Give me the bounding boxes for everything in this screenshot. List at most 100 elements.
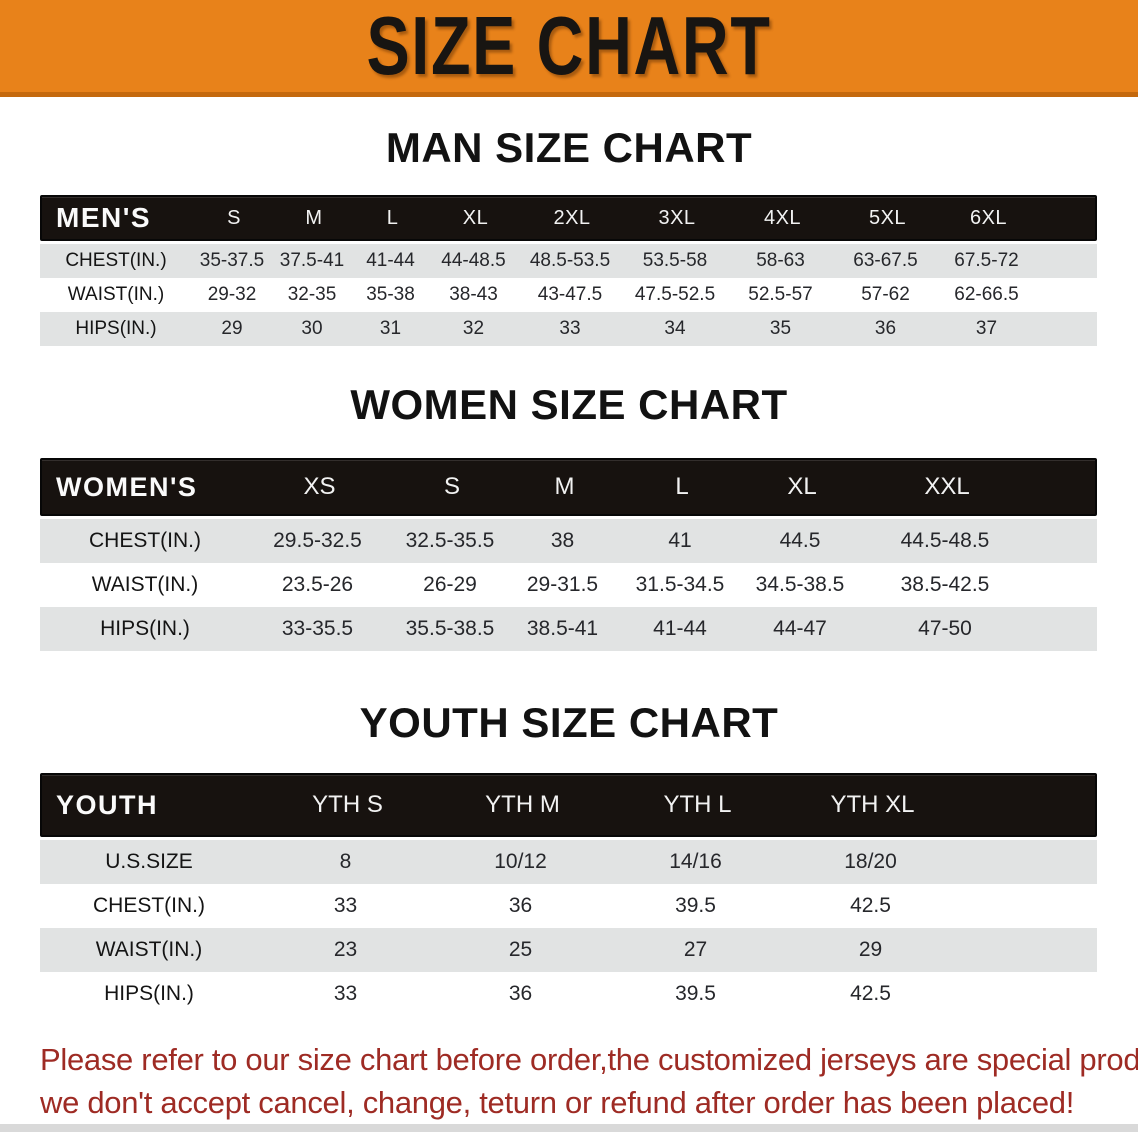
size-cell: 14/16 xyxy=(669,850,722,873)
table-row: HIPS(IN.) 29 30 31 32 33 34 35 36 37 xyxy=(40,312,1097,346)
disclaimer: Please refer to our size chart before or… xyxy=(0,1038,1138,1124)
column-header: L xyxy=(386,206,399,229)
size-cell: 33-35.5 xyxy=(281,617,354,640)
column-header: YTH M xyxy=(485,791,560,818)
table-header-row: WOMEN'S XS S M L XL XXL xyxy=(40,458,1097,516)
row-label: CHEST(IN.) xyxy=(93,894,205,917)
size-cell: 30 xyxy=(301,318,323,339)
youth-size-table: YOUTH YTH S YTH M YTH L YTH XL U.S.SIZE 8 10/12… xyxy=(40,773,1097,1016)
group-label: WOMEN'S xyxy=(56,471,198,502)
size-cell: 29 xyxy=(221,318,243,339)
table-header-row: YOUTH YTH S YTH M YTH L YTH XL xyxy=(40,773,1097,837)
size-cell: 34 xyxy=(664,318,686,339)
size-cell: 32 xyxy=(462,318,485,339)
column-header: 5XL xyxy=(868,206,907,229)
size-cell: 35-38 xyxy=(366,284,415,305)
size-cell: 38.5-42.5 xyxy=(900,573,990,596)
column-header: XXL xyxy=(924,473,970,500)
size-cell: 52.5-57 xyxy=(748,284,813,305)
column-header: 6XL xyxy=(969,206,1008,229)
column-header: 4XL xyxy=(763,206,802,229)
column-header: M xyxy=(305,206,323,229)
size-cell: 41-44 xyxy=(366,250,415,271)
size-cell: 18/20 xyxy=(844,850,897,873)
size-cell: 26-29 xyxy=(423,573,477,596)
size-cell: 33 xyxy=(333,982,358,1005)
size-cell: 47-50 xyxy=(918,617,972,640)
size-cell: 34.5-38.5 xyxy=(755,573,845,596)
column-header: YTH XL xyxy=(830,791,915,818)
table-row: WAIST(IN.) 23.5-26 26-29 29-31.5 31.5-34.5 34… xyxy=(40,563,1097,607)
size-cell: 44-48.5 xyxy=(441,250,506,271)
size-cell: 23 xyxy=(333,938,358,961)
bottom-strip xyxy=(0,1124,1138,1132)
size-cell: 36 xyxy=(508,982,533,1005)
size-cell: 41 xyxy=(668,529,692,552)
size-cell: 67.5-72 xyxy=(954,250,1019,271)
size-cell: 31 xyxy=(379,318,402,339)
row-label: WAIST(IN.) xyxy=(67,284,165,305)
column-header: S xyxy=(227,206,241,229)
section-heading-man: MAN SIZE CHART xyxy=(385,124,753,171)
row-label: WAIST(IN.) xyxy=(95,938,203,961)
size-cell: 62-66.5 xyxy=(954,284,1019,305)
size-cell: 63-67.5 xyxy=(853,250,918,271)
column-header: S xyxy=(443,473,460,500)
size-cell: 23.5-26 xyxy=(281,573,354,596)
table-row: HIPS(IN.) 33 36 39.5 42.5 xyxy=(40,972,1097,1016)
section-heading-women: WOMEN SIZE CHART xyxy=(350,381,788,428)
size-cell: 38-43 xyxy=(449,284,498,305)
size-cell: 29 xyxy=(858,938,883,961)
group-label: YOUTH xyxy=(56,789,158,820)
row-label: WAIST(IN.) xyxy=(91,573,199,596)
size-cell: 42.5 xyxy=(850,894,891,917)
size-cell: 10/12 xyxy=(494,850,547,873)
size-cell: 44.5 xyxy=(779,529,821,552)
size-cell: 29-32 xyxy=(207,284,257,305)
row-label: CHEST(IN.) xyxy=(89,529,201,552)
size-cell: 47.5-52.5 xyxy=(634,284,716,305)
section-heading-youth: YOUTH SIZE CHART xyxy=(359,699,779,746)
size-cell: 36 xyxy=(874,318,897,339)
size-cell: 8 xyxy=(339,850,352,873)
size-cell: 44.5-48.5 xyxy=(900,529,990,552)
size-cell: 48.5-53.5 xyxy=(529,250,611,271)
row-label: U.S.SIZE xyxy=(105,850,193,873)
table-header-row: MEN'S S M L XL 2XL 3XL 4XL 5XL 6XL xyxy=(40,195,1097,241)
size-cell: 27 xyxy=(683,938,708,961)
size-cell: 29.5-32.5 xyxy=(273,529,362,552)
row-label: HIPS(IN.) xyxy=(104,982,194,1005)
size-cell: 39.5 xyxy=(675,982,716,1005)
table-row: CHEST(IN.) 35-37.5 37.5-41 41-44 44-48.5 48.5… xyxy=(40,244,1097,278)
size-cell: 32.5-35.5 xyxy=(405,529,495,552)
row-label: CHEST(IN.) xyxy=(65,250,167,271)
banner: SIZE CHART xyxy=(0,0,1138,97)
size-cell: 32-35 xyxy=(287,284,337,305)
column-header: XL xyxy=(787,473,817,500)
size-cell: 35 xyxy=(769,318,792,339)
size-cell: 29-31.5 xyxy=(526,573,599,596)
column-header: L xyxy=(675,473,689,500)
size-cell: 44-47 xyxy=(773,617,827,640)
disclaimer-line-1: Please refer to our size chart before or… xyxy=(40,1042,1138,1077)
size-cell: 37.5-41 xyxy=(279,250,345,271)
column-header: YTH S xyxy=(312,791,383,818)
size-cell: 41-44 xyxy=(653,617,707,640)
size-cell: 36 xyxy=(508,894,533,917)
womens-size-table: WOMEN'S XS S M L XL XXL CHEST(IN.) 29.5-32.5 32.5… xyxy=(40,458,1097,651)
size-cell: 25 xyxy=(508,938,533,961)
disclaimer-line-2: we don't accept cancel, change, teturn o… xyxy=(40,1085,1075,1120)
row-label: HIPS(IN.) xyxy=(100,617,190,640)
size-cell: 35.5-38.5 xyxy=(405,617,495,640)
size-cell: 35-37.5 xyxy=(199,250,265,271)
table-row: WAIST(IN.) 29-32 32-35 35-38 38-43 43-47.5 47.… xyxy=(40,278,1097,312)
mens-size-table: MEN'S S M L XL 2XL 3XL 4XL 5XL 6XL CHEST(IN.) 35-37… xyxy=(40,195,1097,346)
column-header: XL xyxy=(462,206,489,229)
column-header: 2XL xyxy=(553,206,591,229)
table-row: WAIST(IN.) 23 25 27 29 xyxy=(40,928,1097,972)
size-cell: 43-47.5 xyxy=(537,284,603,305)
table-row: HIPS(IN.) 33-35.5 35.5-38.5 38.5-41 41-44 44-… xyxy=(40,607,1097,651)
size-cell: 58-63 xyxy=(756,250,805,271)
row-label: HIPS(IN.) xyxy=(75,318,157,339)
banner-title: SIZE CHART xyxy=(366,0,772,92)
